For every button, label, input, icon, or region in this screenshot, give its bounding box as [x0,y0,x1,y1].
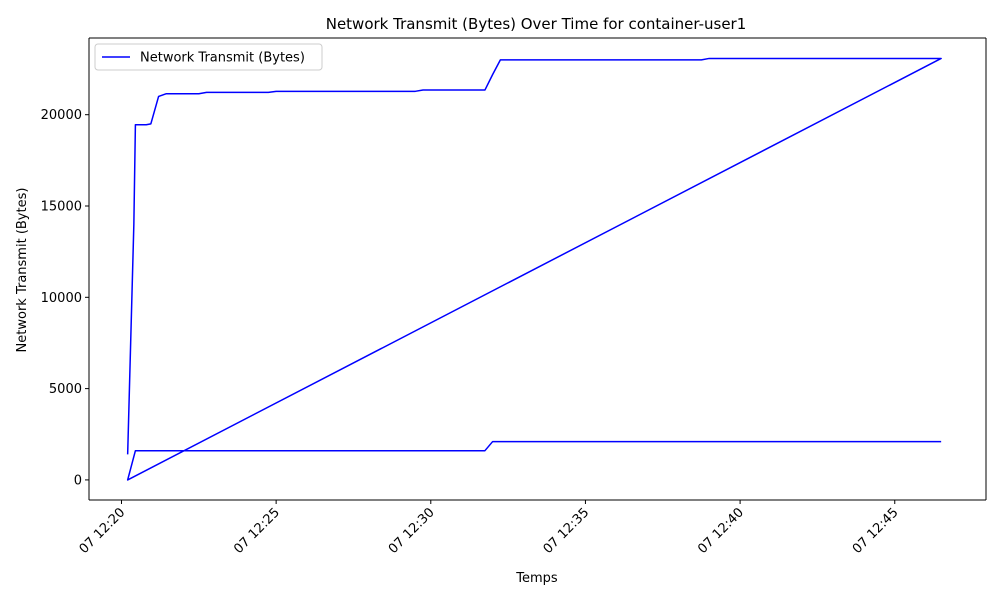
legend: Network Transmit (Bytes) [94,43,323,71]
x-axis-label: Temps [515,571,558,586]
y-tick-label: 10000 [41,291,82,306]
y-axis-label: Network Transmit (Bytes) [15,188,30,353]
x-tick-label: 07 12:35 [541,505,593,557]
x-tick-label: 07 12:30 [386,505,438,557]
legend-box [94,43,323,71]
chart-title: Network Transmit (Bytes) Over Time for c… [326,15,747,33]
series-line-0 [126,57,942,481]
x-tick-label: 07 12:20 [77,505,129,557]
x-tick-label: 07 12:25 [231,505,283,557]
y-tick-label: 20000 [41,108,82,123]
x-tick-label: 07 12:45 [850,505,902,557]
y-tick-label: 5000 [49,382,82,397]
x-tick-label: 07 12:40 [695,505,747,557]
y-tick-label: 0 [74,473,82,488]
legend-label: Network Transmit (Bytes) [140,51,305,66]
plot-layer [126,57,942,481]
y-tick-label: 15000 [41,200,82,215]
